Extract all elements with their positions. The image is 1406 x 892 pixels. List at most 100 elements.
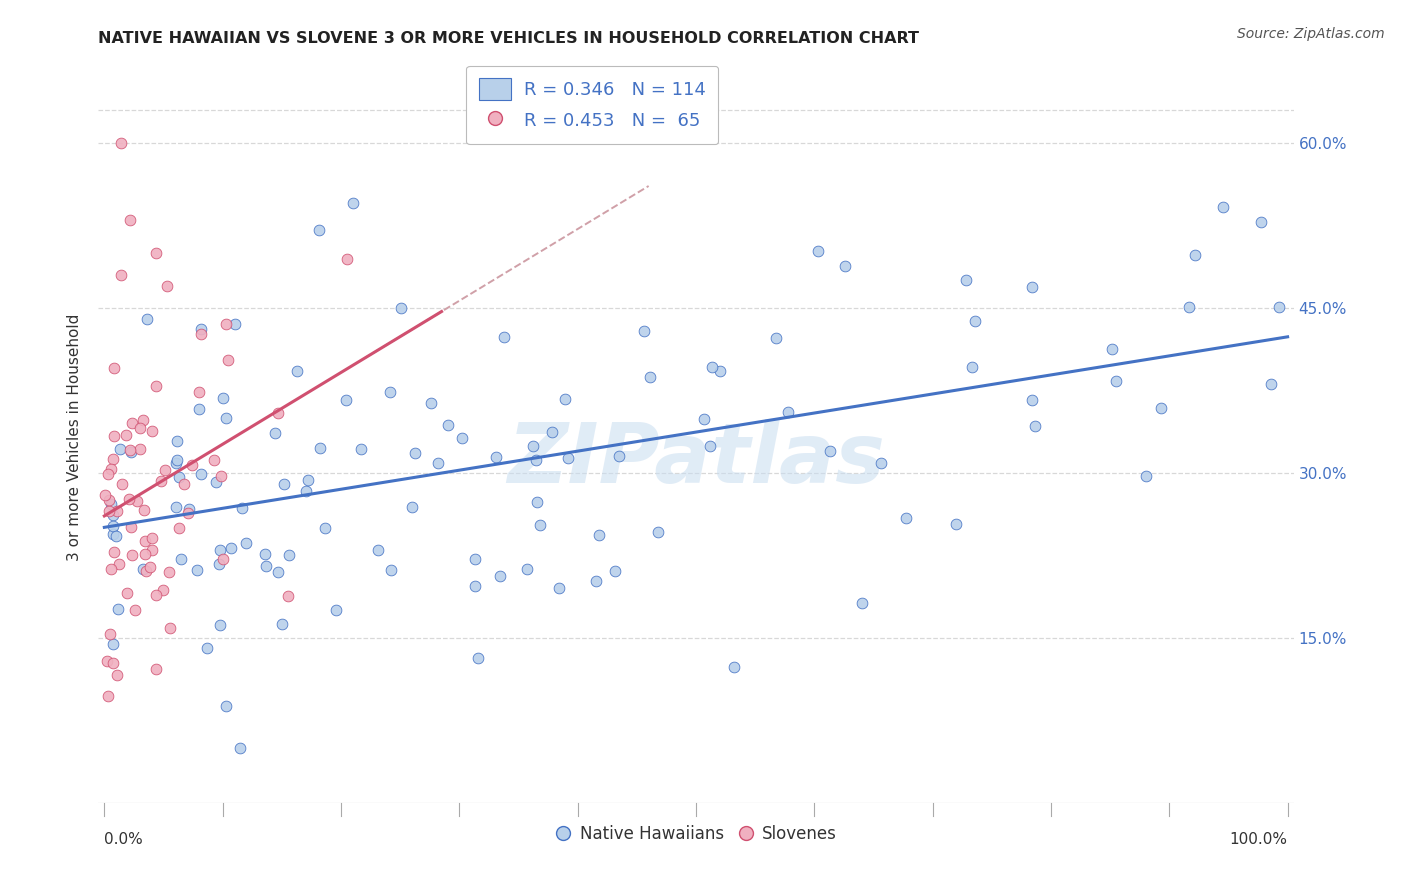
- Point: [1267, 301, 1289, 315]
- Text: NATIVE HAWAIIAN VS SLOVENE 3 OR MORE VEHICLES IN HOUSEHOLD CORRELATION CHART: NATIVE HAWAIIAN VS SLOVENE 3 OR MORE VEH…: [98, 31, 920, 46]
- Point: [647, 525, 669, 540]
- Point: [451, 431, 474, 445]
- Y-axis label: 3 or more Vehicles in Household: 3 or more Vehicles in Household: [67, 313, 83, 561]
- Point: [139, 560, 162, 574]
- Point: [120, 445, 142, 459]
- Point: [271, 617, 294, 632]
- Point: [464, 579, 486, 593]
- Point: [963, 314, 986, 328]
- Point: [529, 518, 551, 533]
- Point: [894, 511, 917, 525]
- Point: [120, 212, 142, 227]
- Point: [945, 517, 967, 532]
- Point: [427, 457, 450, 471]
- Point: [145, 245, 167, 260]
- Point: [145, 588, 167, 602]
- Point: [108, 442, 131, 457]
- Point: [100, 462, 122, 476]
- Point: [105, 529, 128, 543]
- Point: [870, 456, 893, 470]
- Point: [186, 563, 208, 577]
- Text: 100.0%: 100.0%: [1230, 832, 1288, 847]
- Point: [129, 442, 152, 457]
- Point: [202, 453, 225, 467]
- Point: [404, 446, 426, 460]
- Point: [190, 322, 212, 336]
- Point: [548, 581, 571, 595]
- Point: [97, 504, 120, 518]
- Point: [121, 416, 143, 430]
- Point: [273, 476, 295, 491]
- Point: [118, 492, 141, 507]
- Point: [215, 317, 238, 331]
- Point: [851, 596, 873, 610]
- Point: [254, 547, 277, 561]
- Point: [401, 500, 423, 514]
- Point: [97, 492, 120, 507]
- Point: [169, 521, 191, 535]
- Point: [603, 565, 626, 579]
- Point: [554, 392, 576, 406]
- Point: [278, 548, 301, 562]
- Point: [159, 621, 181, 635]
- Point: [1105, 375, 1128, 389]
- Point: [94, 488, 117, 502]
- Point: [295, 484, 318, 499]
- Point: [267, 565, 290, 579]
- Point: [205, 475, 228, 489]
- Point: [309, 441, 332, 455]
- Point: [98, 627, 121, 641]
- Point: [526, 495, 548, 509]
- Point: [709, 363, 731, 377]
- Point: [111, 477, 134, 491]
- Point: [367, 542, 389, 557]
- Point: [103, 428, 125, 442]
- Point: [349, 442, 371, 456]
- Point: [155, 463, 177, 477]
- Point: [105, 504, 128, 518]
- Point: [115, 586, 138, 600]
- Point: [285, 363, 308, 377]
- Point: [103, 519, 125, 533]
- Point: [208, 542, 231, 557]
- Point: [254, 558, 277, 573]
- Point: [103, 361, 125, 376]
- Point: [132, 413, 155, 427]
- Point: [97, 467, 120, 481]
- Point: [165, 500, 187, 515]
- Point: [588, 528, 610, 542]
- Point: [145, 662, 167, 676]
- Point: [170, 552, 193, 566]
- Point: [336, 252, 359, 267]
- Point: [834, 259, 856, 273]
- Point: [165, 456, 187, 470]
- Point: [277, 589, 299, 603]
- Point: [638, 369, 661, 384]
- Point: [190, 327, 212, 342]
- Point: [217, 352, 239, 367]
- Point: [212, 391, 235, 405]
- Point: [437, 418, 460, 433]
- Text: Source: ZipAtlas.com: Source: ZipAtlas.com: [1237, 27, 1385, 41]
- Point: [132, 502, 155, 516]
- Point: [419, 395, 441, 409]
- Point: [297, 473, 319, 487]
- Point: [121, 548, 143, 562]
- Point: [522, 439, 544, 453]
- Point: [173, 477, 195, 491]
- Point: [1178, 301, 1201, 315]
- Point: [325, 603, 347, 617]
- Point: [188, 385, 211, 400]
- Legend: Native Hawaiians, Slovenes: Native Hawaiians, Slovenes: [548, 818, 844, 849]
- Point: [524, 453, 547, 467]
- Point: [693, 412, 716, 426]
- Point: [467, 650, 489, 665]
- Point: [190, 467, 212, 482]
- Point: [609, 450, 631, 464]
- Point: [166, 434, 188, 448]
- Point: [380, 385, 402, 400]
- Point: [134, 547, 156, 561]
- Point: [955, 273, 977, 287]
- Point: [141, 531, 163, 545]
- Point: [129, 421, 152, 435]
